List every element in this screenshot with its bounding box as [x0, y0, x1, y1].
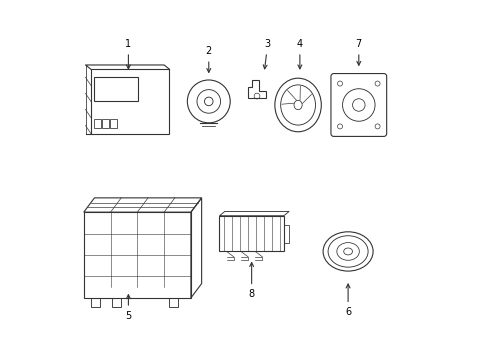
Text: 5: 5: [125, 295, 131, 321]
Text: 8: 8: [248, 262, 254, 299]
Text: 3: 3: [263, 39, 270, 69]
Text: 1: 1: [125, 39, 131, 69]
Text: 6: 6: [345, 284, 350, 317]
Text: 2: 2: [205, 46, 211, 72]
Text: 4: 4: [296, 39, 302, 69]
Text: 7: 7: [355, 39, 361, 65]
